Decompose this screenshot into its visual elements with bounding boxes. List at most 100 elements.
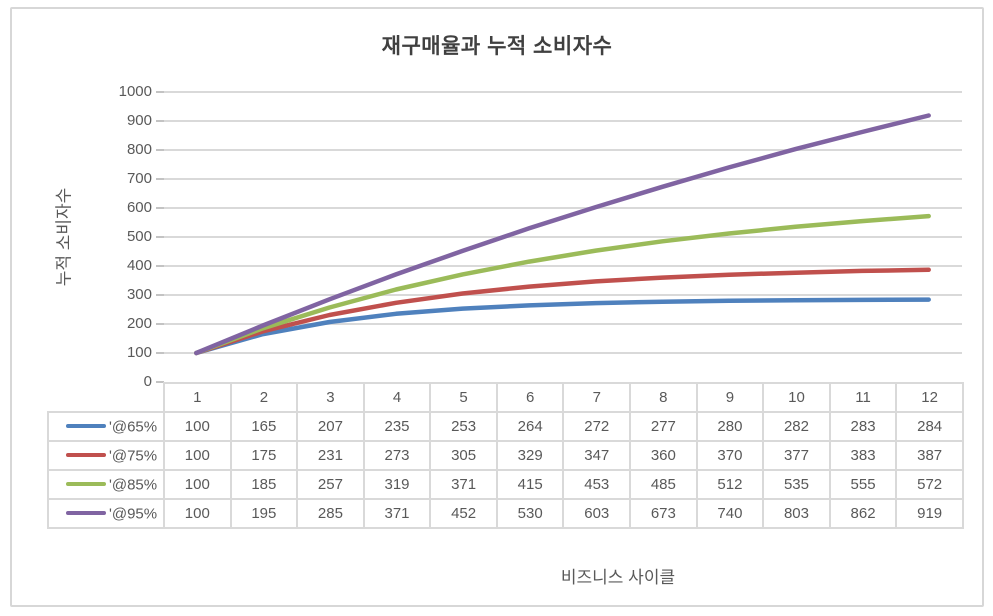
value-cell: 277 bbox=[629, 411, 698, 442]
value-cell: 347 bbox=[562, 440, 632, 471]
value-cell: 305 bbox=[429, 440, 498, 471]
y-tick-mark-900 bbox=[156, 119, 164, 122]
chart-title: 재구매율과 누적 소비자수 bbox=[381, 35, 613, 58]
value-cell: 387 bbox=[895, 440, 964, 471]
legend-cell: '@85% bbox=[47, 469, 165, 500]
y-tick-label-900: 900 bbox=[126, 111, 152, 129]
gridline-y-500 bbox=[163, 235, 962, 238]
legend-cell: '@75% bbox=[47, 440, 165, 471]
legend-line-swatch bbox=[66, 452, 106, 458]
value-cell: 603 bbox=[562, 498, 632, 529]
value-cell: 100 bbox=[163, 469, 232, 500]
legend-line-swatch bbox=[66, 481, 106, 487]
value-cell: 360 bbox=[629, 440, 698, 471]
y-tick-mark-800 bbox=[156, 148, 164, 151]
legend-label: '@75% bbox=[109, 447, 158, 465]
gridline-y-1000 bbox=[163, 91, 962, 93]
value-cell: 535 bbox=[762, 469, 831, 500]
value-cell: 530 bbox=[495, 498, 565, 529]
category-label-7: 7 bbox=[562, 382, 632, 413]
legend-cell: '@95% bbox=[47, 498, 165, 529]
value-cell: 329 bbox=[495, 440, 565, 471]
y-tick-label-600: 600 bbox=[126, 198, 152, 216]
value-cell: 100 bbox=[163, 498, 232, 529]
gridline-y-100 bbox=[163, 351, 962, 354]
gridline-y-800 bbox=[163, 148, 962, 151]
y-tick-label-200: 200 bbox=[126, 314, 152, 332]
value-cell: 175 bbox=[229, 440, 299, 471]
value-cell: 185 bbox=[229, 469, 299, 500]
category-label-8: 8 bbox=[629, 382, 698, 413]
value-cell: 452 bbox=[429, 498, 498, 529]
category-label-11: 11 bbox=[828, 382, 898, 413]
value-cell: 383 bbox=[828, 440, 898, 471]
legend-line-swatch bbox=[66, 510, 106, 516]
gridline-y-600 bbox=[163, 206, 962, 209]
value-cell: 257 bbox=[296, 469, 365, 500]
category-label-2: 2 bbox=[229, 382, 299, 413]
legend-cell: '@65% bbox=[47, 411, 165, 442]
category-label-3: 3 bbox=[296, 382, 365, 413]
value-cell: 555 bbox=[828, 469, 898, 500]
y-tick-mark-700 bbox=[156, 177, 164, 180]
value-cell: 371 bbox=[362, 498, 432, 529]
legend-label: '@65% bbox=[109, 418, 158, 436]
value-cell: 319 bbox=[362, 469, 432, 500]
y-tick-mark-0 bbox=[156, 380, 164, 383]
y-tick-mark-400 bbox=[156, 264, 164, 267]
y-tick-mark-1000 bbox=[156, 91, 164, 93]
y-tick-label-100: 100 bbox=[126, 343, 152, 361]
table-corner-cell bbox=[48, 383, 164, 412]
value-cell: 673 bbox=[629, 498, 698, 529]
value-cell: 207 bbox=[296, 411, 365, 442]
value-cell: 272 bbox=[562, 411, 632, 442]
value-cell: 231 bbox=[296, 440, 365, 471]
series-line-95 bbox=[194, 113, 931, 356]
data-table: 1 2 3 4 5 6 7 8 9 10 11 12 '@65% 100 165 207 235 253 264 27… bbox=[47, 382, 964, 529]
y-tick-label-800: 800 bbox=[126, 140, 152, 158]
y-tick-label-1000: 1000 bbox=[118, 83, 152, 100]
value-cell: 485 bbox=[629, 469, 698, 500]
value-cell: 100 bbox=[163, 440, 232, 471]
table-row: '@65% 100 165 207 235 253 264 272 277 280 282 283 28… bbox=[47, 411, 964, 442]
y-tick-label-0: 0 bbox=[143, 372, 152, 390]
value-cell: 284 bbox=[895, 411, 964, 442]
value-cell: 740 bbox=[695, 498, 765, 529]
value-cell: 165 bbox=[229, 411, 299, 442]
value-cell: 100 bbox=[163, 411, 232, 442]
gridline-y-200 bbox=[163, 322, 962, 325]
legend-label: '@95% bbox=[109, 505, 158, 523]
value-cell: 235 bbox=[362, 411, 432, 442]
table-row: '@95% 100 195 285 371 452 530 603 673 740 803 862 91… bbox=[47, 498, 964, 529]
gridline-y-400 bbox=[163, 264, 962, 267]
y-axis-title-text: 누적 소비자수 bbox=[54, 187, 74, 287]
value-cell: 862 bbox=[828, 498, 898, 529]
y-tick-label-300: 300 bbox=[126, 285, 152, 303]
y-tick-mark-100 bbox=[156, 351, 164, 354]
table-row: '@75% 100 175 231 273 305 329 347 360 370 377 383 38… bbox=[47, 440, 964, 471]
category-header-row: 1 2 3 4 5 6 7 8 9 10 11 12 bbox=[48, 382, 964, 413]
value-cell: 371 bbox=[429, 469, 498, 500]
legend-line-swatch bbox=[66, 423, 106, 429]
y-tick-label-700: 700 bbox=[126, 169, 152, 187]
category-label-9: 9 bbox=[695, 382, 765, 413]
value-cell: 282 bbox=[762, 411, 831, 442]
value-cell: 370 bbox=[695, 440, 765, 471]
gridline-y-700 bbox=[163, 177, 962, 180]
value-cell: 453 bbox=[562, 469, 632, 500]
value-cell: 253 bbox=[429, 411, 498, 442]
category-label-12: 12 bbox=[895, 382, 964, 413]
value-cell: 512 bbox=[695, 469, 765, 500]
y-tick-mark-600 bbox=[156, 206, 164, 209]
y-tick-mark-300 bbox=[156, 293, 164, 296]
y-tick-mark-500 bbox=[156, 235, 164, 238]
value-cell: 283 bbox=[828, 411, 898, 442]
value-cell: 803 bbox=[762, 498, 831, 529]
value-cell: 195 bbox=[229, 498, 299, 529]
x-axis-title: 비즈니스 사이클 bbox=[560, 568, 676, 587]
value-cell: 415 bbox=[495, 469, 565, 500]
series-line-85 bbox=[194, 213, 931, 356]
value-cell: 264 bbox=[495, 411, 565, 442]
gridline-y-900 bbox=[163, 119, 962, 122]
